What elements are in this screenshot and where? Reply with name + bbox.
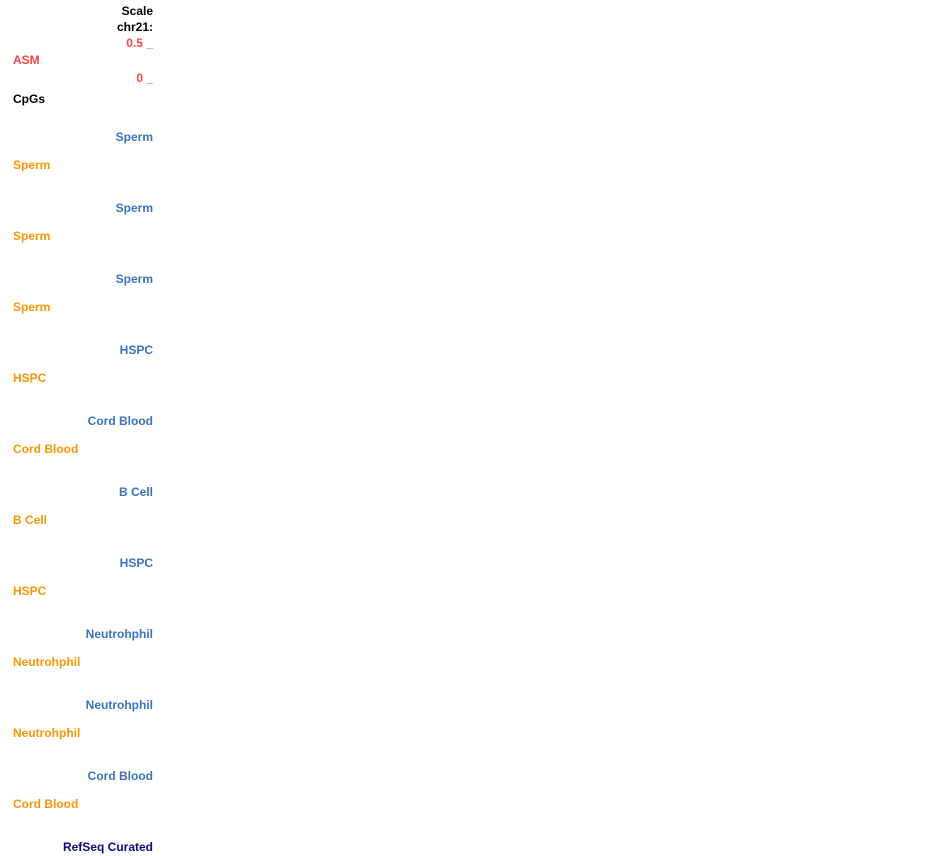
track-label-hspc-left[interactable]: HSPC bbox=[13, 371, 47, 385]
track-label-sperm-left[interactable]: Sperm bbox=[13, 300, 51, 314]
track-label-cord-blood-left[interactable]: Cord Blood bbox=[13, 442, 79, 456]
track-label-hspc-left[interactable]: HSPC bbox=[13, 584, 47, 598]
track-label-sperm-left[interactable]: Sperm bbox=[13, 158, 51, 172]
track-label-cpgs[interactable]: CpGs bbox=[13, 92, 46, 106]
track-label-hspc-right[interactable]: HSPC bbox=[119, 556, 153, 570]
track-label-sperm-right[interactable]: Sperm bbox=[115, 201, 153, 215]
track-label-cord-blood-right[interactable]: Cord Blood bbox=[87, 769, 153, 783]
asm-axis-max-value: 0.5 _ bbox=[126, 36, 153, 50]
track-label-refseq-curated[interactable]: RefSeq Curated bbox=[62, 840, 153, 854]
track-label-neutrohphil-left[interactable]: Neutrohphil bbox=[13, 655, 81, 669]
scale-label: Scale bbox=[121, 4, 153, 18]
asm-axis-min-value: 0 _ bbox=[136, 71, 153, 85]
track-label-neutrohphil-right[interactable]: Neutrohphil bbox=[85, 627, 153, 641]
track-label-cord-blood-left[interactable]: Cord Blood bbox=[13, 797, 79, 811]
track-label-b-cell-right[interactable]: B Cell bbox=[118, 485, 153, 499]
track-label-hspc-right[interactable]: HSPC bbox=[119, 343, 153, 357]
track-label-neutrohphil-left[interactable]: Neutrohphil bbox=[13, 726, 81, 740]
chromosome-position-label: chr21: bbox=[116, 20, 153, 34]
track-label-b-cell-left[interactable]: B Cell bbox=[13, 513, 48, 527]
track-label-neutrohphil-right[interactable]: Neutrohphil bbox=[85, 698, 153, 712]
track-label-asm[interactable]: ASM bbox=[13, 53, 40, 67]
track-label-cord-blood-right[interactable]: Cord Blood bbox=[87, 414, 153, 428]
track-data-area bbox=[153, 0, 950, 856]
track-label-sperm-right[interactable]: Sperm bbox=[115, 272, 153, 286]
track-label-sperm-left[interactable]: Sperm bbox=[13, 229, 51, 243]
track-label-sperm-right[interactable]: Sperm bbox=[115, 130, 153, 144]
